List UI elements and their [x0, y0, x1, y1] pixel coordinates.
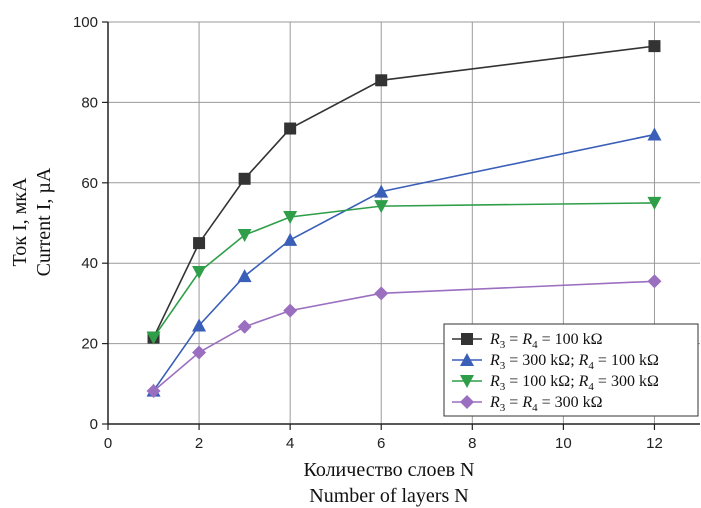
data-point	[375, 74, 388, 87]
y-tick-label: 80	[81, 94, 98, 111]
data-point	[283, 210, 298, 224]
x-axis-label-ru: Количество слоев N	[304, 459, 475, 481]
y-tick-label: 20	[81, 336, 98, 353]
legend-item: R3 = 300 kΩ; R4 = 100 kΩ	[452, 352, 659, 372]
x-axis-label-en: Number of layers N	[309, 485, 468, 507]
x-tick-label: 0	[104, 435, 112, 452]
legend-marker	[460, 395, 474, 409]
legend-item: R3 = R4 = 300 kΩ	[452, 394, 603, 414]
series-3	[146, 196, 662, 345]
y-tick-label: 0	[90, 416, 98, 433]
data-point	[283, 232, 298, 246]
legend-label: R3 = R4 = 100 kΩ	[489, 331, 603, 351]
legend-label: R3 = 100 kΩ; R4 = 300 kΩ	[489, 373, 659, 393]
data-point	[374, 200, 389, 214]
y-tick-label: 40	[81, 255, 98, 272]
legend-item: R3 = 100 kΩ; R4 = 300 kΩ	[452, 373, 659, 393]
data-point	[374, 184, 389, 198]
x-tick-label: 12	[646, 435, 663, 452]
x-tick-label: 6	[377, 435, 385, 452]
x-tick-label: 2	[195, 435, 203, 452]
legend-box	[443, 323, 699, 417]
y-tick-label: 60	[81, 175, 98, 192]
data-point	[374, 286, 389, 301]
legend-label: R3 = R4 = 300 kΩ	[489, 394, 603, 414]
data-point	[647, 127, 662, 141]
data-point	[284, 122, 297, 135]
data-point	[192, 345, 207, 360]
data-point	[237, 229, 252, 243]
data-point	[647, 196, 662, 210]
legend-label: R3 = 300 kΩ; R4 = 100 kΩ	[489, 352, 659, 372]
y-axis-label-en: Current I, µA	[33, 167, 55, 276]
series-line	[152, 133, 655, 392]
data-point	[193, 237, 206, 250]
series-line	[152, 202, 655, 339]
data-point	[192, 266, 207, 280]
data-point	[192, 318, 207, 332]
legend-marker	[460, 375, 474, 388]
series-group	[146, 40, 662, 399]
y-tick-label: 100	[73, 14, 98, 31]
data-point	[237, 269, 252, 283]
x-tick-label: 4	[286, 435, 294, 452]
legend-marker	[460, 353, 474, 366]
data-point	[283, 303, 298, 318]
y-axis-label-ru: Ток I, мкА	[9, 177, 31, 266]
data-point	[648, 40, 661, 53]
series-line	[152, 45, 655, 338]
data-point	[146, 384, 161, 399]
grid	[108, 21, 700, 424]
data-point	[146, 331, 161, 345]
x-tick-label: 8	[468, 435, 476, 452]
series-line	[153, 280, 655, 392]
axes: 0 2 4 6 8 10 12 0 20 40 60 80 100	[73, 14, 700, 452]
x-tick-label: 10	[555, 435, 572, 452]
legend-marker	[461, 333, 473, 345]
data-point	[647, 274, 662, 289]
series-4	[146, 274, 662, 399]
legend-item: R3 = R4 = 100 kΩ	[452, 331, 603, 351]
data-point	[238, 172, 251, 185]
data-point	[237, 319, 252, 334]
